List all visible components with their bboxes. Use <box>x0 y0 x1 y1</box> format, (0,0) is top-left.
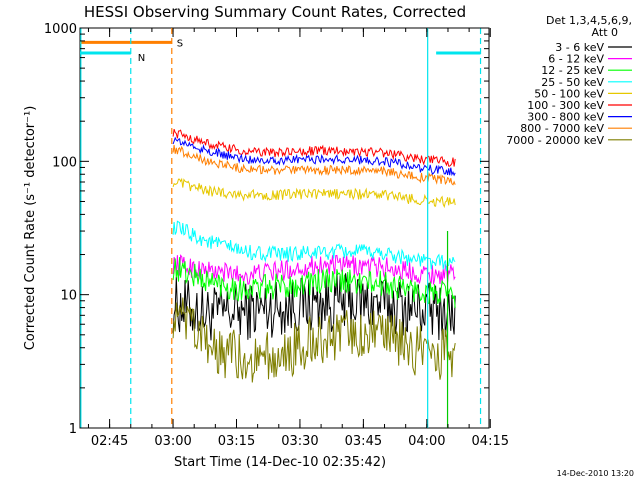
legend-label: 50 - 100 keV <box>534 87 604 100</box>
saa-label: S <box>177 38 183 49</box>
legend-label: 300 - 800 keV <box>527 111 604 124</box>
y-axis-label: Corrected Count Rate (s⁻¹ detector⁻¹) <box>23 106 38 351</box>
series-line <box>172 273 456 341</box>
legend-label: 100 - 300 keV <box>527 99 604 112</box>
series-layer <box>172 128 456 383</box>
axes-layer: 1 10 100 1000 02:45 03:00 03:15 03:30 03:45 04:00… <box>44 22 509 449</box>
date-stamp: 14-Dec-2010 13:20 <box>557 469 634 478</box>
series-line <box>172 297 456 383</box>
series-line <box>172 177 456 209</box>
legend-header-line1: Det 1,3,4,5,6,9, <box>546 14 632 27</box>
series-line <box>172 128 456 167</box>
legend-label: 25 - 50 keV <box>541 76 604 89</box>
series-line <box>172 257 456 309</box>
legend-label: 7000 - 20000 keV <box>506 134 604 147</box>
series-line <box>172 254 456 285</box>
series-line <box>172 136 456 177</box>
x-tick-label: 03:15 <box>218 434 255 449</box>
legend-label: 3 - 6 keV <box>555 41 604 54</box>
y-tick-label: 1000 <box>44 22 77 37</box>
series-line <box>172 220 456 272</box>
marker-layer: SN <box>80 28 482 428</box>
series-line <box>172 144 456 186</box>
y-tick-label: 100 <box>52 155 77 170</box>
y-tick-label: 1 <box>69 422 77 437</box>
legend-label: 12 - 25 keV <box>541 64 604 77</box>
plot-frame <box>79 27 490 429</box>
night-label: N <box>138 53 145 64</box>
x-tick-label: 04:00 <box>408 434 445 449</box>
legend-label: 800 - 7000 keV <box>520 122 604 135</box>
x-tick-label: 04:15 <box>472 434 509 449</box>
x-tick-label: 02:45 <box>91 434 128 449</box>
x-tick-label: 03:45 <box>345 434 382 449</box>
x-axis-label: Start Time (14-Dec-10 02:35:42) <box>174 455 386 470</box>
y-tick-label: 10 <box>60 289 77 304</box>
legend-label: 6 - 12 keV <box>548 53 604 66</box>
x-tick-label: 03:30 <box>281 434 318 449</box>
legend-header-line2: Att 0 <box>592 26 618 39</box>
chart-title: HESSI Observing Summary Count Rates, Cor… <box>84 3 466 21</box>
x-tick-label: 03:00 <box>154 434 191 449</box>
